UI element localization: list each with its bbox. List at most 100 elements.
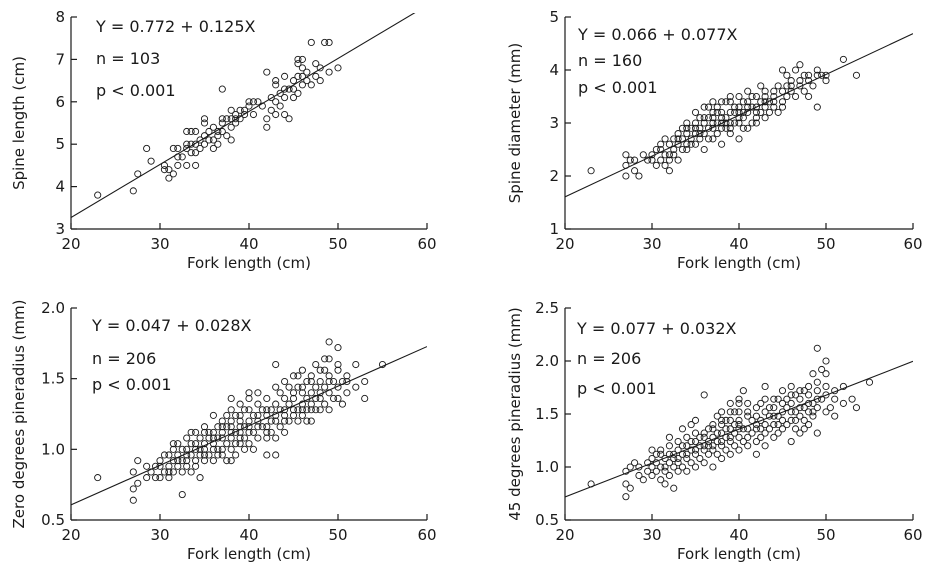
scatter-point: [665, 140, 673, 148]
scatter-point: [263, 428, 271, 436]
scatter-point: [249, 411, 257, 419]
scatter-point: [748, 429, 756, 437]
scatter-point: [329, 394, 338, 403]
scatter-point: [713, 130, 721, 138]
scatter-point: [200, 119, 209, 127]
scatter-point: [281, 94, 289, 102]
scatter-point: [218, 428, 226, 436]
scatter-point: [713, 438, 721, 446]
scatter-point: [761, 92, 769, 101]
scatter-point: [169, 445, 177, 453]
scatter-point: [705, 438, 713, 446]
scatter-point: [865, 378, 874, 386]
scatter-point: [665, 471, 673, 480]
scatter-point: [294, 383, 302, 391]
scatter-point: [178, 468, 186, 476]
scatter-point: [770, 98, 778, 106]
scatter-point: [683, 130, 691, 138]
scatter-point: [294, 89, 302, 97]
scatter-point: [267, 428, 275, 436]
scatter-point: [761, 98, 769, 106]
scatter-point: [307, 417, 315, 425]
scatter-point: [648, 156, 656, 164]
scatter-point: [343, 389, 351, 397]
scatter-point: [709, 119, 717, 127]
scatter-point: [174, 457, 182, 465]
scatter-point: [227, 423, 235, 431]
scatter-point: [739, 108, 747, 116]
sample-size-label: n = 103: [96, 49, 160, 68]
scatter-point: [674, 135, 682, 143]
scatter-point: [761, 442, 769, 450]
scatter-point: [735, 408, 743, 416]
scatter-point: [722, 425, 730, 433]
scatter-point: [236, 106, 244, 114]
scatter-point: [783, 395, 791, 403]
scatter-point: [307, 389, 315, 397]
scatter-point: [622, 493, 630, 501]
scatter-point: [770, 92, 778, 101]
scatter-point: [744, 124, 752, 132]
scatter-point: [718, 442, 726, 450]
scatter-point: [726, 438, 734, 446]
scatter-point: [178, 153, 186, 161]
scatter-point: [691, 124, 700, 132]
scatter-point: [254, 389, 262, 397]
scatter-point: [160, 451, 168, 459]
scatter-point: [639, 151, 647, 159]
scatter-point: [700, 114, 708, 122]
scatter-point: [236, 423, 244, 431]
scatter-point: [757, 399, 765, 407]
scatter-point: [227, 428, 235, 436]
scatter-point: [626, 156, 634, 164]
x-axis-title: Fork length (cm): [187, 254, 311, 272]
scatter-point: [232, 451, 240, 459]
scatter-point: [178, 457, 186, 465]
scatter-point: [223, 115, 231, 123]
scatter-point: [831, 412, 839, 420]
scatter-point: [631, 167, 639, 175]
scatter-point: [696, 124, 704, 132]
y-tick-label: 5: [55, 135, 65, 153]
x-tick-label: 20: [61, 526, 80, 544]
scatter-point: [718, 119, 726, 127]
scatter-point: [129, 485, 137, 493]
scatter-point: [796, 429, 804, 437]
scatter-point: [683, 119, 691, 127]
scatter-point: [223, 423, 231, 431]
regression-line: [71, 13, 416, 218]
y-tick-label: 1.0: [41, 440, 65, 458]
scatter-point: [267, 417, 275, 425]
scatter-point: [792, 416, 800, 424]
scatter-point: [813, 344, 821, 352]
scatter-point: [713, 429, 721, 437]
scatter-point: [722, 119, 730, 127]
scatter-point: [726, 399, 734, 407]
scatter-point: [661, 151, 669, 159]
y-tick-label: 4: [55, 178, 65, 196]
scatter-point: [294, 406, 302, 414]
scatter-point: [778, 408, 787, 416]
scatter-point: [187, 127, 195, 136]
scatter-point: [245, 406, 253, 414]
scatter-point: [334, 383, 342, 391]
scatter-point: [757, 425, 765, 433]
scatter-point: [670, 484, 678, 492]
scatter-point: [209, 123, 217, 131]
scatter-point: [298, 72, 306, 80]
scatter-point: [665, 442, 673, 450]
scatter-point: [718, 124, 726, 132]
x-tick-label: 60: [417, 235, 436, 253]
scatter-point: [240, 434, 249, 442]
scatter-point: [361, 394, 369, 403]
scatter-point: [276, 389, 284, 397]
scatter-point: [761, 395, 769, 403]
scatter-point: [683, 467, 691, 475]
scatter-point: [236, 400, 244, 408]
scatter-point: [276, 406, 284, 414]
y-tick-label: 5: [549, 8, 559, 26]
scatter-point: [276, 102, 284, 110]
scatter-point: [765, 412, 774, 420]
scatter-point: [236, 440, 244, 448]
scatter-point: [361, 377, 369, 386]
